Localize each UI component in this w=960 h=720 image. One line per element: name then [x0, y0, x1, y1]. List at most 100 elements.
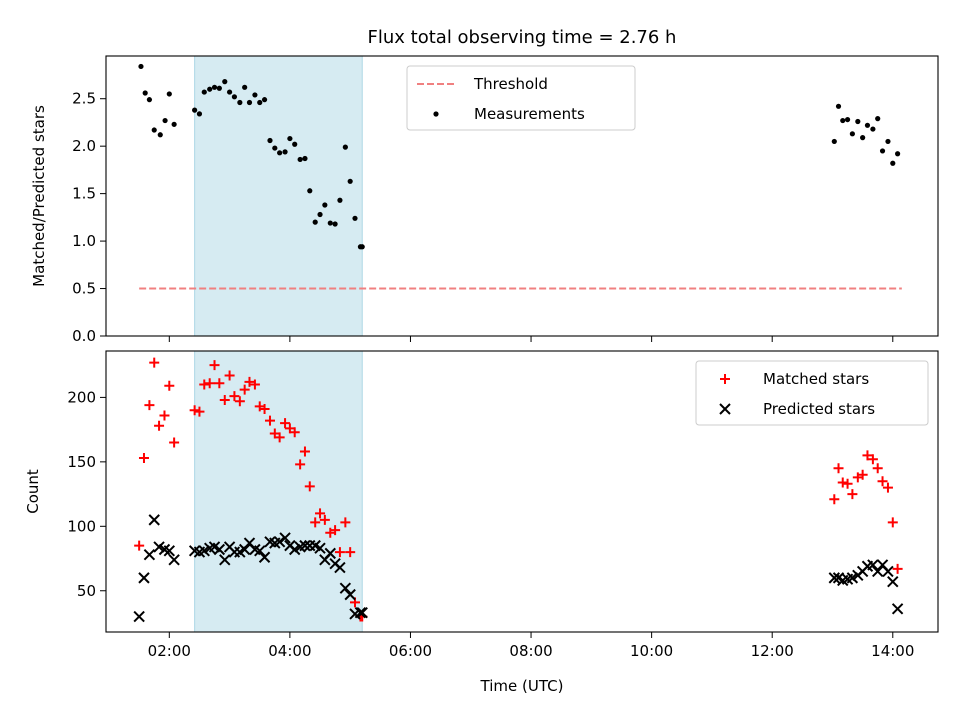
- x-tick-label: 02:00: [148, 642, 191, 660]
- legend: Matched stars Predicted stars: [695, 360, 929, 426]
- y-tick-label: 0.5: [72, 280, 96, 298]
- measurement-point: [312, 219, 318, 225]
- matched-star-point: [892, 563, 903, 574]
- matched-star-point: [194, 406, 205, 417]
- predicted-star-point: [314, 542, 326, 554]
- predicted-star-point: [872, 565, 884, 578]
- matched-star-point: [304, 481, 315, 492]
- measurement-point: [277, 150, 283, 156]
- matched-star-point: [847, 489, 858, 500]
- matched-star-point: [149, 357, 160, 368]
- matched-star-point: [310, 517, 321, 528]
- y-tick-label: 2.0: [72, 137, 96, 155]
- measurement-point: [171, 121, 177, 127]
- measurement-point: [322, 202, 328, 208]
- predicted-star-point: [891, 603, 904, 615]
- measurement-point: [257, 99, 263, 106]
- measurement-point: [237, 99, 243, 106]
- measurement-point: [166, 91, 172, 97]
- measurement-point: [146, 97, 153, 103]
- matched-star-point: [833, 463, 844, 474]
- measurement-point: [252, 92, 258, 98]
- measurement-point: [222, 79, 228, 85]
- measurement-point: [211, 84, 218, 90]
- measurement-point: [875, 116, 881, 122]
- predicted-star-point: [219, 554, 231, 566]
- x-tick-label: 08:00: [509, 642, 552, 660]
- measurement-point: [231, 94, 238, 100]
- measurement-point: [192, 107, 198, 113]
- measurement-point: [246, 99, 253, 106]
- y-tick-label: 0.0: [72, 327, 96, 345]
- matched-star-point: [857, 469, 868, 480]
- matched-star-point: [204, 378, 215, 389]
- matched-star-point: [289, 427, 300, 438]
- x-axis-label: Time (UTC): [480, 677, 564, 695]
- measurement-point: [885, 138, 891, 145]
- measurement-point: [879, 148, 886, 154]
- matched-star-point: [229, 391, 240, 402]
- series-predicted-stars: [133, 514, 904, 623]
- matched-star-point: [134, 540, 145, 551]
- matched-star-point: [887, 517, 898, 528]
- legend-entry-measurements: Measurements: [433, 105, 585, 123]
- x-tick-label: 10:00: [630, 642, 673, 660]
- predicted-star-point: [213, 543, 226, 556]
- legend-box: [406, 65, 636, 131]
- measurement-point: [267, 137, 273, 144]
- matched-star-point: [138, 452, 149, 463]
- axes-frame: [105, 350, 939, 633]
- predicted-star-point: [299, 539, 311, 552]
- predicted-star-point: [887, 576, 899, 588]
- legend-label: Matched stars: [763, 370, 869, 388]
- matched-star-point: [169, 437, 180, 448]
- legend-handle: [433, 111, 439, 117]
- legend-label: Threshold: [473, 75, 548, 93]
- figure-title: Flux total observing time = 2.76 h: [368, 27, 677, 48]
- measurement-point: [337, 197, 343, 203]
- matched-star-point: [330, 525, 341, 536]
- measurement-point: [302, 155, 308, 162]
- matched-star-point: [319, 514, 330, 525]
- measurement-point: [860, 135, 866, 141]
- measurement-point: [272, 145, 278, 151]
- predicted-star-point: [334, 561, 346, 574]
- matched-star-point: [164, 380, 175, 391]
- measurement-point: [849, 131, 855, 137]
- matched-star-point: [234, 396, 245, 407]
- measurement-point: [201, 89, 207, 95]
- matched-star-point: [867, 454, 878, 465]
- matched-star-point: [239, 384, 250, 395]
- series-matched-stars: [134, 357, 903, 622]
- legend-handle: [720, 374, 730, 384]
- measurement-point: [895, 151, 901, 157]
- predicted-star-point: [238, 543, 251, 556]
- count-panel: 50 100 150 200 02:00 04:00 06:00 08:00 10:00 12:0…: [24, 350, 939, 695]
- matched-star-point: [842, 478, 853, 489]
- matched-star-point: [224, 370, 235, 381]
- y-tick-label: 200: [67, 388, 96, 406]
- measurement-point: [242, 84, 248, 90]
- measurement-point: [297, 156, 303, 163]
- matched-star-point: [862, 450, 873, 461]
- legend-entry-matched-stars: Matched stars: [720, 370, 869, 388]
- predicted-star-point: [138, 572, 150, 584]
- measurement-point: [216, 85, 222, 91]
- predicted-star-point: [163, 545, 176, 557]
- x-tick-label: 04:00: [268, 642, 311, 660]
- measurement-point: [831, 138, 837, 145]
- predicted-star-point: [273, 536, 286, 548]
- matched-star-point: [345, 547, 356, 558]
- measurement-point: [162, 117, 168, 124]
- shaded-span: [194, 350, 363, 633]
- measurement-point: [282, 149, 288, 155]
- matched-star-point: [244, 376, 255, 387]
- x-tick-label: 12:00: [751, 642, 794, 660]
- measurement-point: [870, 126, 876, 132]
- predicted-star-point: [354, 606, 367, 619]
- matched-star-point: [299, 446, 310, 457]
- series-measurements: [138, 63, 901, 250]
- matched-star-point: [837, 477, 848, 488]
- axes-frame: [105, 55, 939, 337]
